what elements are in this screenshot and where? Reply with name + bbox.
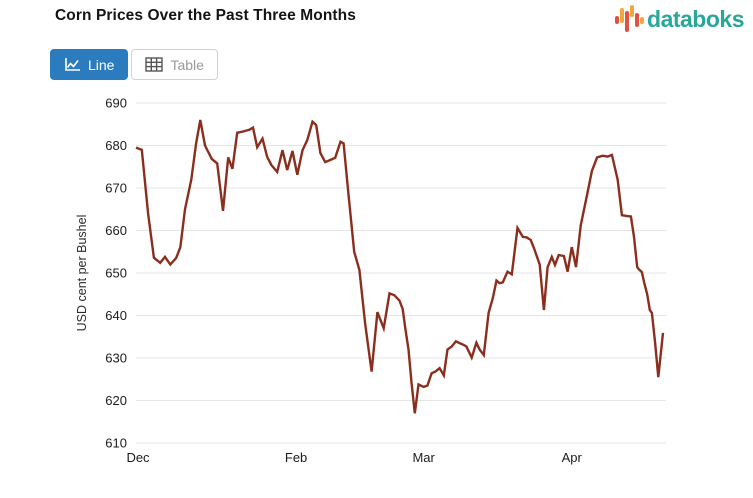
price-line — [135, 119, 665, 414]
x-tick-label: Apr — [562, 450, 583, 465]
y-tick-label: 660 — [105, 223, 127, 238]
logo-text: databoks — [647, 5, 744, 32]
y-tick-label: 680 — [105, 138, 127, 153]
y-axis-title: USD cent per Bushel — [75, 215, 89, 332]
y-tick-label: 620 — [105, 393, 127, 408]
y-tick-label: 650 — [105, 266, 127, 281]
y-tick-label: 640 — [105, 308, 127, 323]
page-title: Corn Prices Over the Past Three Months — [55, 7, 356, 24]
chart-view-toggle: Line Table — [50, 49, 218, 80]
table-view-button[interactable]: Table — [131, 49, 218, 80]
y-tick-label: 670 — [105, 181, 127, 196]
table-button-label: Table — [170, 56, 204, 73]
y-tick-label: 690 — [105, 96, 127, 111]
line-chart-icon — [64, 57, 81, 72]
bar-wave-icon — [615, 5, 644, 33]
x-tick-label: Dec — [126, 450, 150, 465]
line-view-button[interactable]: Line — [50, 49, 129, 80]
x-tick-label: Mar — [412, 450, 435, 465]
y-tick-label: 630 — [105, 351, 127, 366]
table-grid-icon — [145, 57, 164, 72]
y-tick-label: 610 — [105, 436, 127, 451]
databoks-logo: databoks — [615, 3, 744, 35]
line-button-label: Line — [88, 56, 115, 73]
x-tick-label: Feb — [285, 450, 307, 465]
